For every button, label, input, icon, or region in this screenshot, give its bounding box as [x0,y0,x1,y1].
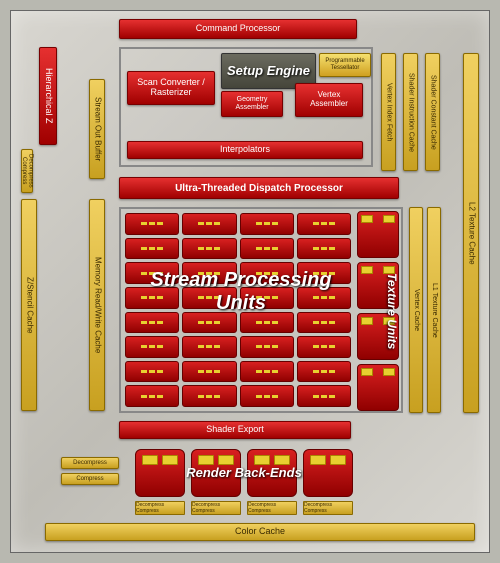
render-backends-row [135,449,353,497]
z-stencil-cache: Z/Stencil Cache [21,199,37,411]
color-cache: Color Cache [45,523,475,541]
command-processor: Command Processor [119,19,357,39]
interpolators: Interpolators [127,141,363,159]
vertex-cache: Vertex Cache [409,207,423,413]
shader-instruction-cache: Shader Instruction Cache [403,53,418,171]
spu-grid [125,213,351,407]
memory-rw-cache: Memory Read/Write Cache [89,199,105,411]
scan-converter: Scan Converter / Rasterizer [127,71,215,105]
stream-out-buffer: Stream Out Buffer [89,79,105,179]
rbe-dc-row: Decompress Compress Decompress Compress … [135,501,353,511]
texture-units-grid [357,211,399,411]
vertex-index-fetch: Vertex Index Fetch [381,53,396,171]
decompress-left: Decompress [61,457,119,469]
shader-export: Shader Export [119,421,351,439]
vertex-assembler: Vertex Assembler [295,83,363,117]
left-decomp-comp-1: Decompress Compress [21,149,33,193]
l2-texture-cache: L2 Texture Cache [463,53,479,413]
programmable-tessellator: Programmable Tessellator [319,53,371,77]
geometry-assembler: Geometry Assembler [221,91,283,117]
hierarchical-z: Hierarchical Z [39,47,57,145]
dispatch-processor: Ultra-Threaded Dispatch Processor [119,177,399,199]
shader-constant-cache: Shader Constant Cache [425,53,440,171]
l1-texture-cache: L1 Texture Cache [427,207,441,413]
compress-left: Compress [61,473,119,485]
